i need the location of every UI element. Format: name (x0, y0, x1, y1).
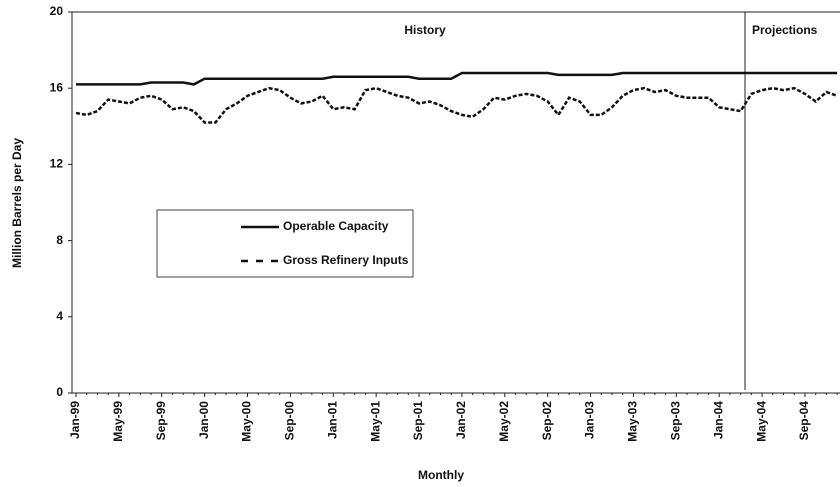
y-axis-title: Million Barrels per Day (10, 138, 24, 268)
x-tick-label: Sep-99 (154, 401, 168, 441)
y-tick-label: 20 (50, 4, 64, 18)
x-tick-label: Sep-01 (411, 401, 425, 441)
x-tick-label: Jan-03 (583, 401, 597, 439)
x-axis-title: Monthly (418, 468, 464, 482)
y-tick-label: 4 (56, 309, 63, 323)
legend (156, 209, 414, 278)
x-tick-label: May-00 (240, 401, 254, 442)
y-tick-label: 12 (50, 157, 64, 171)
x-tick-label: May-02 (497, 401, 511, 442)
x-tick-label: May-03 (626, 401, 640, 442)
series-group (75, 71, 838, 124)
annotation: Projections (752, 23, 818, 37)
x-tick-label: May-01 (368, 401, 382, 442)
y-tick-label: 8 (56, 233, 63, 247)
series-line (75, 86, 838, 124)
x-tick-label: May-99 (111, 401, 125, 442)
x-tick-label: Sep-02 (540, 401, 554, 441)
x-tick-label: Jan-04 (711, 401, 725, 439)
x-tick-label: Jan-99 (68, 401, 82, 439)
x-tick-label: May-04 (754, 401, 768, 442)
y-tick-label: 0 (56, 385, 63, 399)
series-line (76, 71, 838, 86)
plot-area (71, 11, 840, 394)
legend-label: Operable Capacity (283, 219, 389, 233)
annotation: History (404, 23, 446, 37)
x-tick-label: Jan-01 (325, 401, 339, 439)
x-tick-label: Sep-03 (668, 401, 682, 441)
x-tick-label: Sep-04 (797, 401, 811, 441)
legend-label: Gross Refinery Inputs (283, 253, 409, 267)
x-tick-label: Jan-00 (197, 401, 211, 439)
x-tick-label: Sep-00 (283, 401, 297, 441)
x-tick-label: Jan-02 (454, 401, 468, 439)
y-tick-label: 16 (50, 80, 64, 94)
